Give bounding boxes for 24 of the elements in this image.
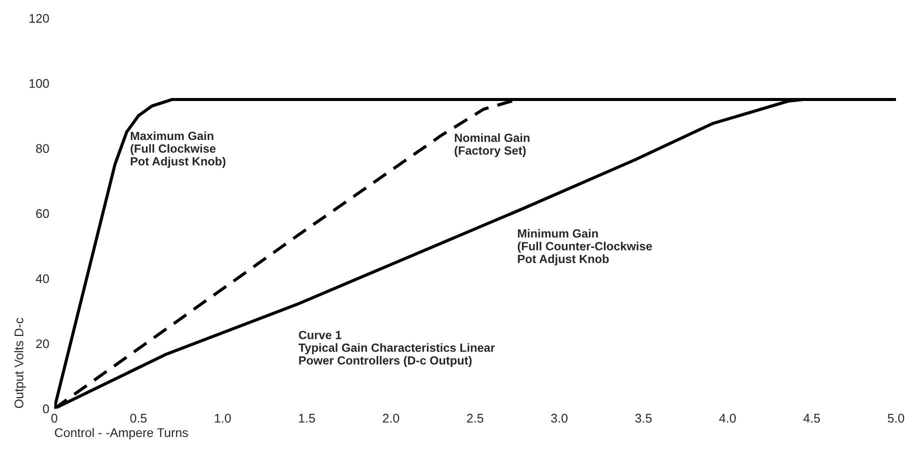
y-tick-label: 60 [36,209,49,218]
x-tick-label: 1.5 [299,414,315,423]
x-axis-title: Control - -Ampere Turns [54,428,188,440]
x-tick-label: 4.0 [719,414,736,423]
x-tick-label: 2.0 [382,414,400,423]
x-tick-label: 4.5 [803,414,820,423]
x-tick-label: 1.0 [214,414,231,423]
x-tick-label: 2.5 [467,414,484,423]
y-tick-label: 80 [36,144,49,153]
x-tick-label: 5.0 [888,414,904,423]
x-tick-label: 0.5 [130,414,147,423]
y-tick-label: 40 [36,274,49,284]
x-tick-label: 3.0 [551,414,568,423]
series-label: Minimum Gain (Full Counter-Clockwise Pot Adjust Knob [518,229,652,266]
y-axis-title: Output Volts D-c [14,318,26,408]
series-label: Maximum Gain (Full Clockwise Pot Adjust Knob) [130,131,226,168]
y-tick-label: 120 [30,14,49,23]
y-tick-label: 100 [30,79,49,88]
x-tick-label: 0 [51,414,58,423]
y-tick-label: 0 [42,404,49,414]
x-tick-label: 3.5 [635,414,652,423]
annotation: Curve 1 Typical Gain Characteristics Linear Power Controllers (D-c Output) [298,330,495,367]
y-tick-label: 20 [36,339,49,348]
series-label: Nominal Gain (Factory Set) [454,133,530,158]
